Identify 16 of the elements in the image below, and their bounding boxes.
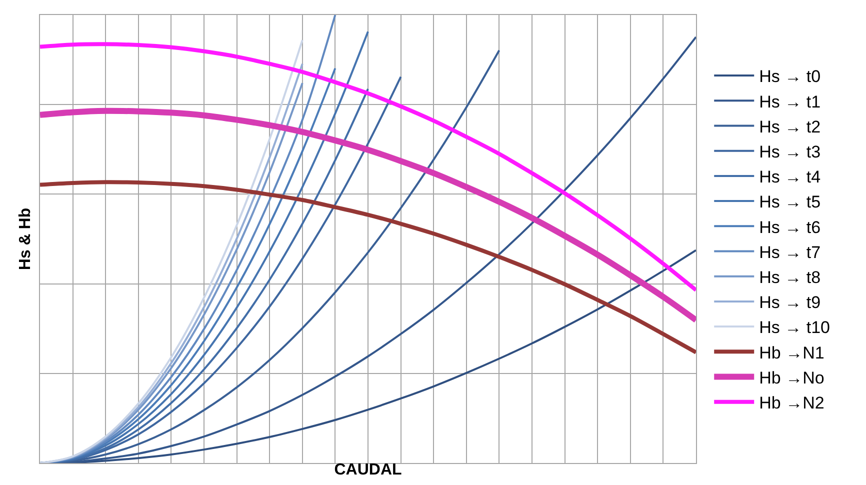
legend-label: Hs → t6 xyxy=(759,218,821,237)
legend-label: Hs → t9 xyxy=(759,293,821,312)
y-axis-title: Hs & Hb xyxy=(16,208,34,270)
legend-label: Hs → t5 xyxy=(759,192,821,212)
legend-label: Hs → t2 xyxy=(759,117,821,136)
legend-label: Hs → t10 xyxy=(759,318,830,338)
legend-label: Hs → t3 xyxy=(759,142,821,162)
legend-label: Hs → t4 xyxy=(759,168,821,187)
legend-label: Hb →N1 xyxy=(759,343,824,362)
legend-label: Hs → t0 xyxy=(759,67,821,86)
legend-label: Hs → t7 xyxy=(759,242,821,262)
legend-label: Hs → t8 xyxy=(759,268,821,287)
x-axis-title: CAUDAL xyxy=(334,462,402,479)
legend-label: Hb →No xyxy=(759,368,824,388)
legend-label: Hs → t1 xyxy=(759,92,821,112)
legend-label: Hb →N2 xyxy=(759,393,824,412)
